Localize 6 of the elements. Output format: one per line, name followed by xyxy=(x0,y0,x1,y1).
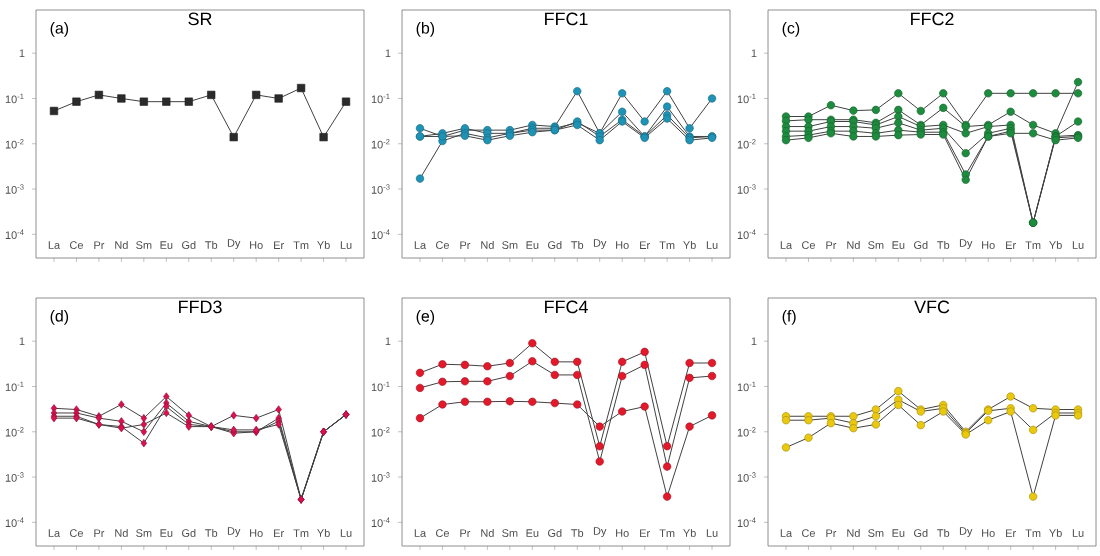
chart-title: FFC4 xyxy=(545,300,588,314)
chart-title: FFD3 xyxy=(179,300,222,314)
chart-title: FFC2 xyxy=(911,12,954,26)
chart-title: SR xyxy=(188,12,212,26)
chart-title: VFC xyxy=(914,300,950,314)
chart-title: FFC1 xyxy=(545,12,588,26)
